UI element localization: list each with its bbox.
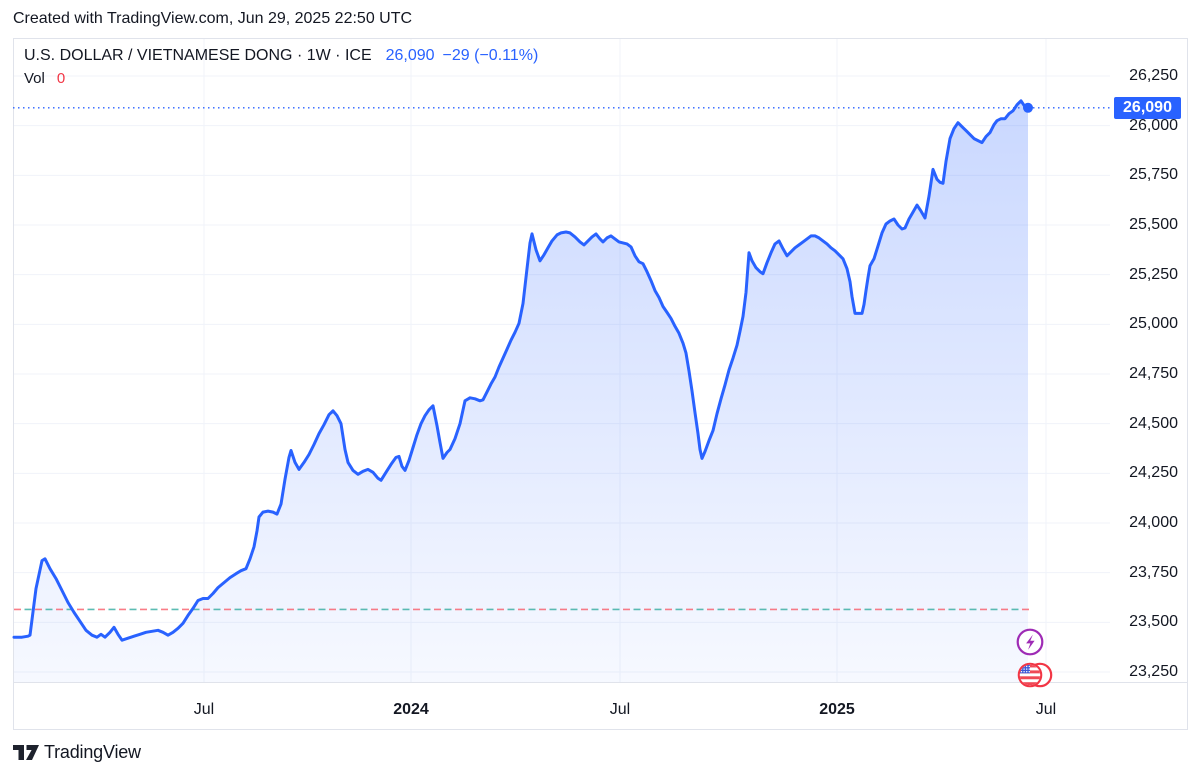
us-flag-icon[interactable] [1017,662,1053,688]
price-line-series [12,99,1030,642]
tradingview-logo[interactable]: TradingView [13,742,141,763]
last-point-dot [1023,102,1033,113]
volume-value: 0 [56,70,66,87]
volume-label[interactable]: Vol [24,70,45,87]
last-price-value: 26,090 [385,47,435,64]
attribution-text: Created with TradingView.com, Jun 29, 20… [13,10,413,27]
tradingview-logo-icon [13,745,39,760]
last-price-badge: 26,090 [1114,96,1181,119]
panel-frame [13,38,1188,730]
symbol-legend: U.S. DOLLAR / VIETNAMESE DONG · 1W · ICE… [24,46,538,89]
price-change-value: −29 (−0.11%) [442,47,539,64]
legend-volume-row: Vol 0 [24,69,538,89]
event-markers[interactable] [1016,628,1053,688]
price-axis[interactable] [1110,38,1188,682]
symbol-title[interactable]: U.S. DOLLAR / VIETNAMESE DONG · 1W · ICE [24,47,372,64]
legend-main-row: U.S. DOLLAR / VIETNAMESE DONG · 1W · ICE… [24,46,538,66]
lightning-icon[interactable] [1016,628,1044,656]
time-axis[interactable] [13,682,1188,730]
area-fill [14,100,1028,683]
tradingview-logo-text: TradingView [44,742,141,762]
series-plot [12,99,1110,683]
